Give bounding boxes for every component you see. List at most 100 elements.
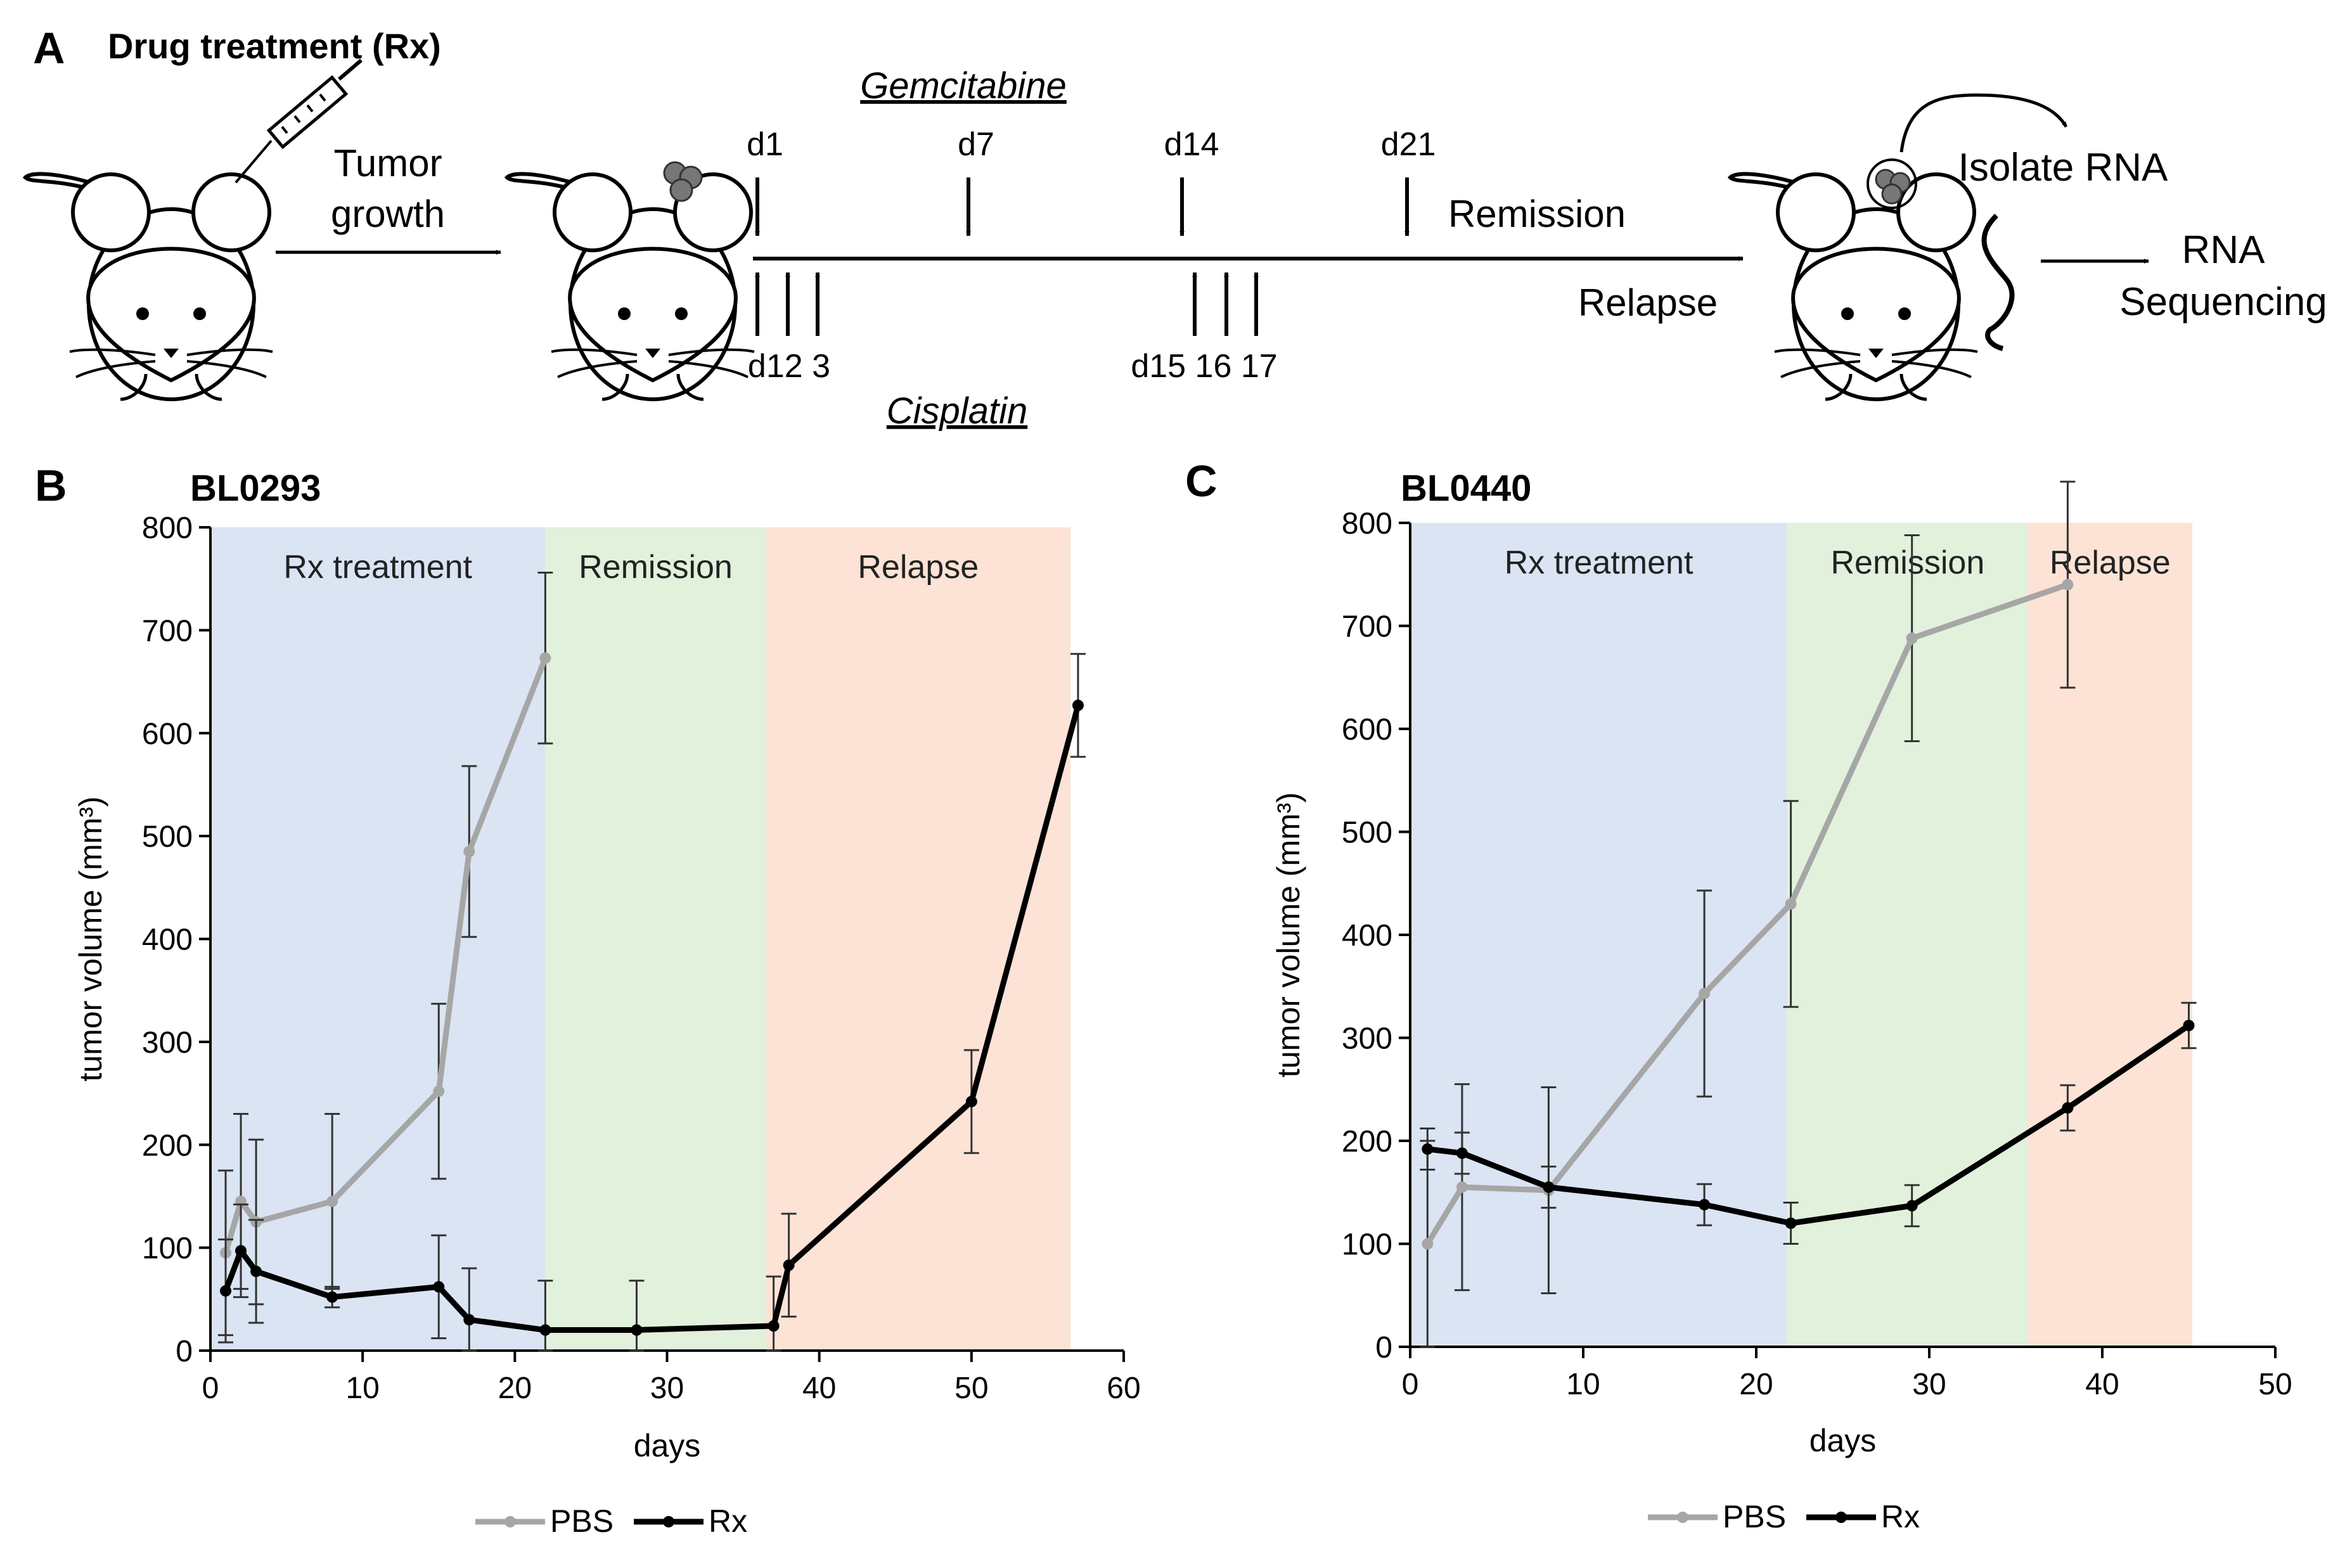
y-tick-label: 400: [1342, 919, 1392, 953]
legend-marker-rx: [1835, 1512, 1847, 1523]
rx-data-point: [783, 1259, 795, 1271]
x-tick-label: 60: [1107, 1372, 1140, 1405]
y-tick-label: 700: [1342, 610, 1392, 644]
y-tick-label: 300: [142, 1026, 193, 1060]
y-tick-label: 0: [176, 1335, 193, 1368]
y-tick-label: 200: [142, 1129, 193, 1162]
y-tick-label: 500: [142, 820, 193, 854]
rx-data-point: [2062, 1102, 2074, 1114]
x-axis-label: days: [1809, 1423, 1877, 1458]
phase-label: Relapse: [2050, 544, 2171, 581]
chart-title: BL0440: [1401, 468, 1531, 509]
chart-title: BL0293: [190, 468, 321, 509]
chart-c: BL0440 Rx treatment Remission Relapse 0 10 0 20…: [1271, 468, 2292, 1534]
y-tick-label: 0: [1375, 1331, 1392, 1365]
mouse-2-icon: [507, 174, 754, 399]
y-tick-label: 500: [1342, 816, 1392, 850]
y-tick-label: 800: [142, 511, 193, 545]
pbs-data-point: [1699, 987, 1711, 999]
rna-strand-icon: [1981, 214, 2015, 351]
rx-data-point: [326, 1291, 338, 1303]
remission-label: Remission: [1448, 193, 1626, 235]
x-tick-label: 40: [802, 1372, 836, 1405]
pbs-data-point: [463, 845, 475, 858]
rx-data-point: [1543, 1181, 1555, 1193]
y-tick-label: 700: [142, 614, 193, 648]
panel-a-letter: A: [33, 23, 65, 73]
rx-data-point: [220, 1285, 232, 1297]
rx-data-point: [965, 1096, 977, 1108]
y-tick-label: 200: [1342, 1125, 1392, 1159]
y-tick-label: 400: [142, 923, 193, 957]
isolate-rna-label: Isolate RNA: [1958, 146, 2168, 190]
x-tick-label: 10: [1566, 1368, 1600, 1401]
legend-label-pbs: PBS: [550, 1503, 614, 1539]
rx-data-point: [1906, 1200, 1918, 1212]
rx-data-point: [631, 1324, 643, 1336]
pbs-data-point: [433, 1085, 445, 1097]
rx-data-point: [1072, 699, 1084, 711]
x-tick-label: 10: [345, 1372, 379, 1405]
phase-label: Remission: [1831, 544, 1985, 581]
relapse-label: Relapse: [1578, 281, 1718, 324]
rx-data-point: [433, 1281, 445, 1293]
rx-data-point: [2183, 1020, 2195, 1031]
cis-days-left: d12 3: [748, 348, 830, 385]
curved-arrow: [1899, 93, 2068, 153]
pbs-data-point: [2062, 579, 2074, 591]
rx-data-point: [1456, 1147, 1468, 1159]
x-tick-label: 30: [1912, 1368, 1946, 1401]
cisplatin-label: Cisplatin: [887, 390, 1027, 432]
syringe-icon: [235, 58, 363, 184]
rx-data-point: [463, 1314, 475, 1326]
panel-a-schematic: A Drug treatment (Rx) Tumor growth Gemci…: [25, 23, 2327, 432]
phase-band-2: [766, 527, 1070, 1351]
gem-day-d7: d7: [958, 126, 994, 163]
phase-label: Rx treatment: [1505, 544, 1693, 581]
phase-band-1: [545, 527, 766, 1351]
rx-data-point: [768, 1320, 780, 1332]
rx-data-point: [250, 1265, 262, 1277]
phase-band-0: [210, 527, 546, 1351]
y-axis-label: tumor volume (mm³): [73, 796, 108, 1081]
x-tick-label: 30: [650, 1372, 684, 1405]
rx-data-point: [539, 1324, 551, 1336]
tumor-growth-label-2: growth: [331, 193, 445, 235]
y-tick-label: 100: [142, 1232, 193, 1266]
pbs-data-point: [539, 652, 551, 664]
x-tick-label: 40: [2085, 1368, 2119, 1401]
phase-band-0: [1410, 523, 1788, 1347]
rx-data-point: [1785, 1218, 1797, 1229]
pbs-data-point: [1422, 1238, 1434, 1250]
y-tick-label: 600: [142, 717, 193, 751]
excised-tumor-icon: [1867, 158, 1917, 209]
gem-day-d21: d21: [1381, 126, 1436, 163]
tumor-growth-label-1: Tumor: [333, 142, 442, 184]
phase-band-1: [1787, 523, 2028, 1347]
gem-day-d14: d14: [1164, 126, 1219, 163]
panel-c-letter: C: [1185, 456, 1218, 506]
rx-data-point: [235, 1245, 247, 1257]
panel-b-letter: B: [35, 461, 67, 510]
legend-marker-rx: [663, 1516, 674, 1527]
phase-band-2: [2027, 523, 2192, 1347]
legend-label-rx: Rx: [709, 1503, 747, 1539]
x-tick-label: 50: [2258, 1368, 2292, 1401]
x-tick-label: 20: [498, 1372, 532, 1405]
phase-label: Remission: [579, 549, 733, 586]
panel-a-title: Drug treatment (Rx): [108, 26, 441, 66]
legend-marker-pbs: [504, 1516, 516, 1527]
x-tick-label: 0: [202, 1372, 219, 1405]
legend-label-rx: Rx: [1881, 1499, 1920, 1534]
x-tick-label: 0: [1402, 1368, 1419, 1401]
phase-label: Rx treatment: [283, 549, 472, 586]
gemcitabine-label: Gemcitabine: [860, 65, 1067, 106]
pbs-data-point: [1456, 1181, 1468, 1193]
phase-label: Relapse: [858, 549, 979, 586]
rx-data-point: [1699, 1198, 1711, 1211]
y-tick-label: 600: [1342, 713, 1392, 747]
rx-series-line: [1427, 1023, 2191, 1226]
mouse-1-icon: [25, 174, 273, 399]
